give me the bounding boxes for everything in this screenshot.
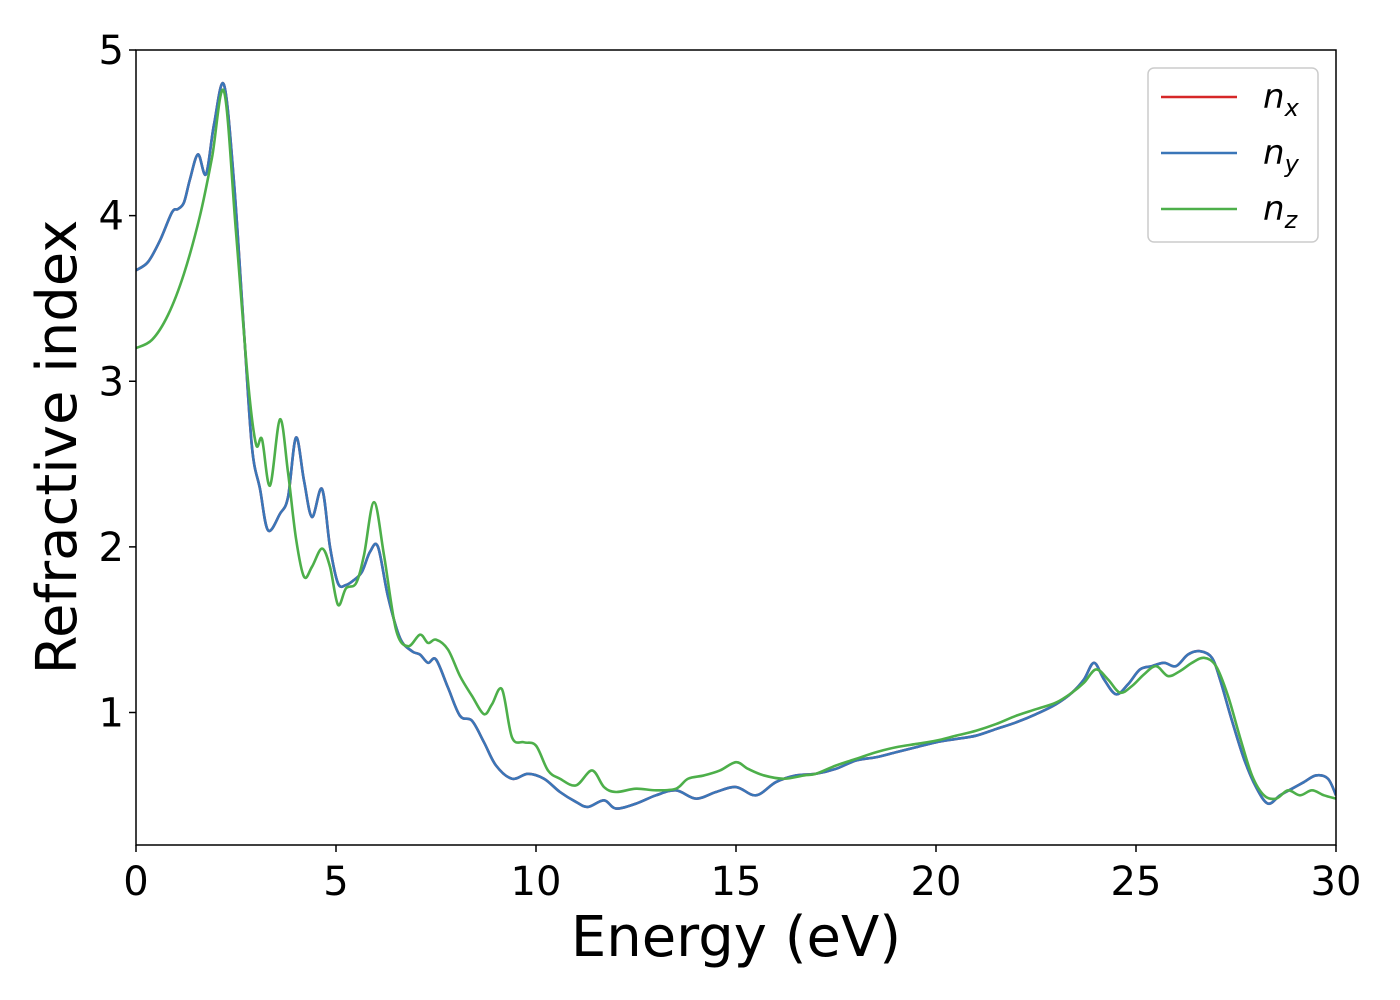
legend-label-y: ny bbox=[1263, 133, 1300, 178]
y-tick-label: 3 bbox=[99, 359, 124, 405]
legend: nx ny nz bbox=[1147, 67, 1319, 243]
y-axis-label: Refractive index bbox=[25, 220, 90, 675]
y-tick-label: 5 bbox=[99, 28, 124, 74]
x-tick-label: 5 bbox=[323, 859, 348, 905]
y-tick-label: 1 bbox=[99, 691, 124, 737]
y-tick-label: 2 bbox=[99, 525, 124, 571]
x-tick-label: 20 bbox=[911, 859, 962, 905]
x-axis-ticks: 0 5 10 15 20 25 30 bbox=[123, 845, 1361, 905]
legend-label-z: nz bbox=[1263, 189, 1299, 234]
x-tick-label: 25 bbox=[1111, 859, 1162, 905]
y-tick-label: 4 bbox=[99, 194, 124, 240]
x-axis-label: Energy (eV) bbox=[571, 905, 901, 970]
x-tick-label: 15 bbox=[711, 859, 762, 905]
series-line-z bbox=[136, 88, 1336, 801]
x-tick-label: 0 bbox=[123, 859, 148, 905]
series-layer bbox=[136, 81, 1336, 810]
x-tick-label: 10 bbox=[511, 859, 562, 905]
legend-label-x: nx bbox=[1263, 77, 1300, 122]
legend-box bbox=[1147, 67, 1319, 243]
y-axis-ticks: 1 2 3 4 5 bbox=[99, 28, 136, 737]
x-tick-label: 30 bbox=[1311, 859, 1362, 905]
